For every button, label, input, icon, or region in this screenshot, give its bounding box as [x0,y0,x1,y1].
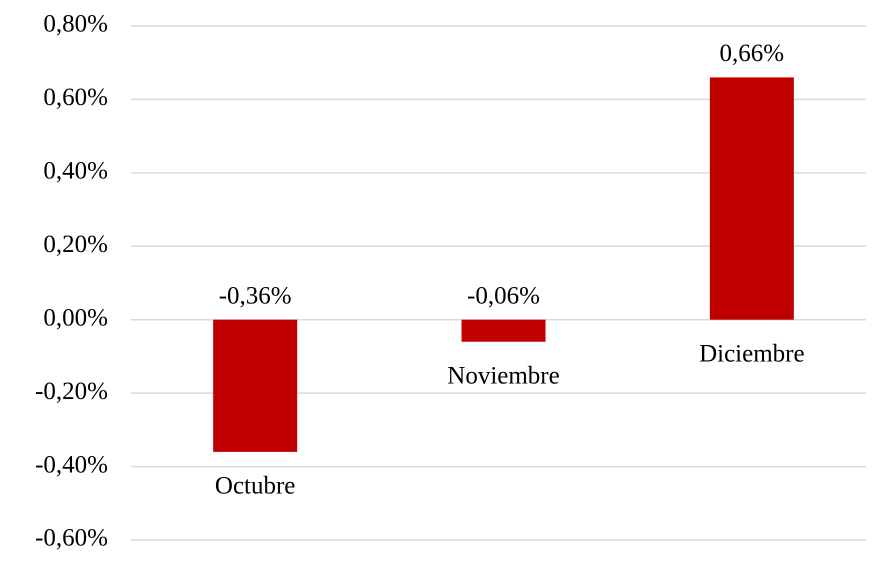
y-tick-label: 0,80% [43,11,108,38]
data-label: -0,06% [467,282,540,309]
y-tick-label: 0,40% [43,158,108,185]
y-tick-label: 0,60% [43,84,108,111]
y-tick-label: -0,40% [35,451,108,478]
y-tick-label: 0,00% [43,304,108,331]
y-tick-label: 0,20% [43,231,108,258]
bar [709,77,794,320]
bar [213,319,298,452]
x-tick-label: Noviembre [447,362,559,389]
y-tick-label: -0,60% [35,525,108,552]
y-tick-label: -0,20% [35,378,108,405]
x-tick-label: Diciembre [699,340,805,367]
data-label: -0,36% [219,282,292,309]
x-tick-label: Octubre [215,473,296,500]
bar [461,319,546,342]
data-label: 0,66% [720,40,785,67]
